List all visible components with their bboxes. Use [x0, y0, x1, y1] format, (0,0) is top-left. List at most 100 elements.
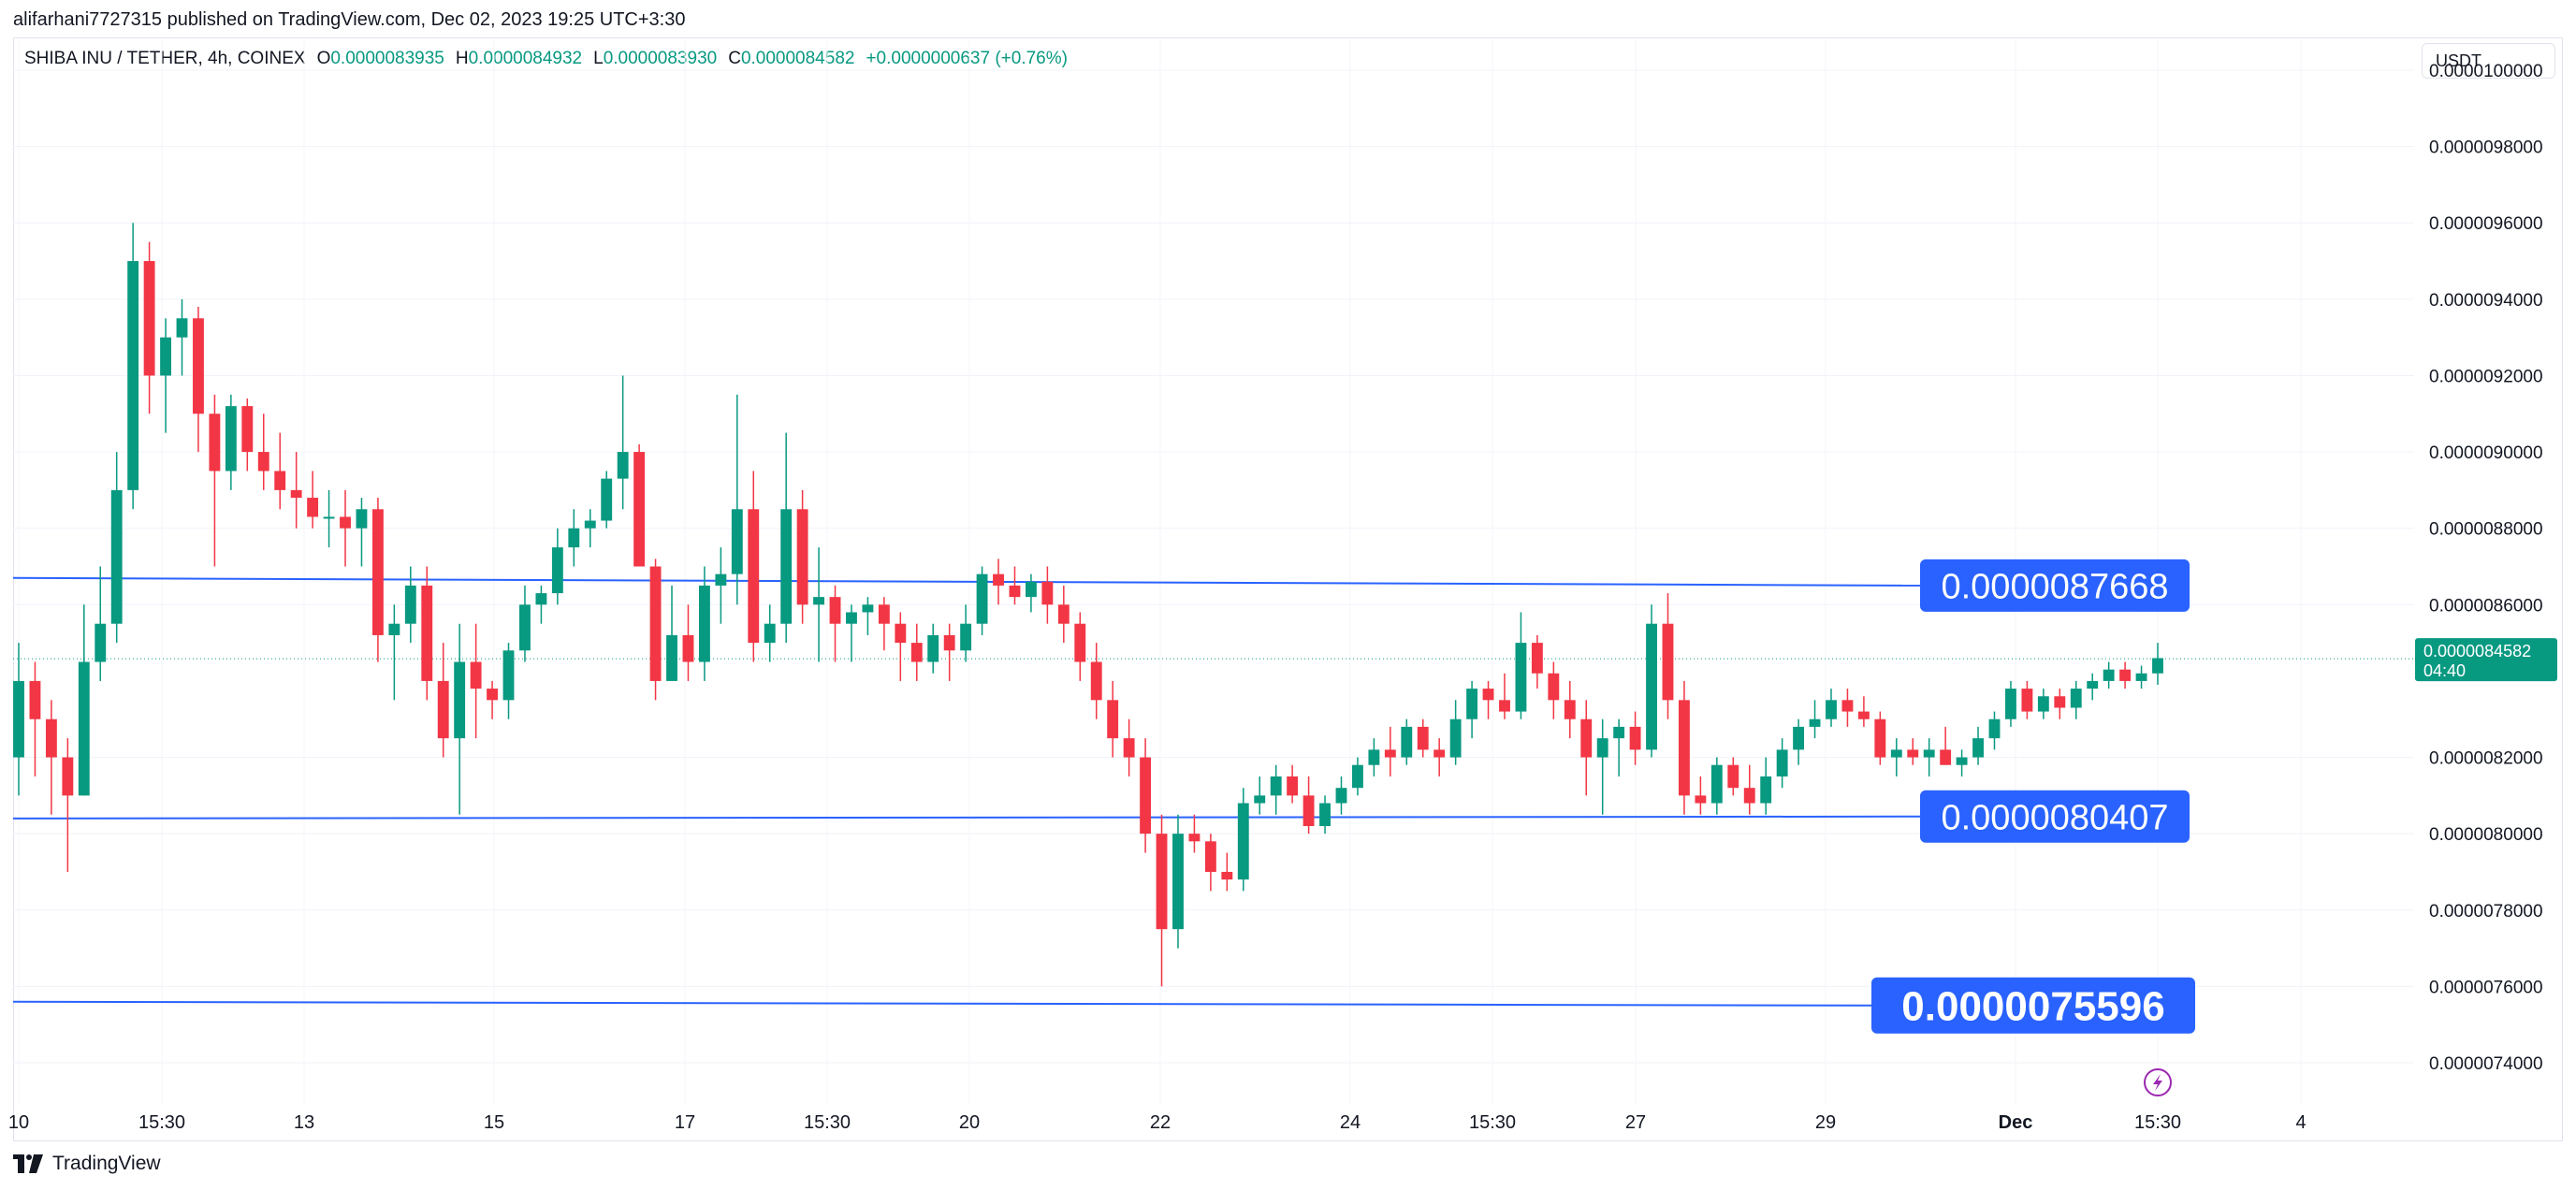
candle — [1874, 711, 1886, 765]
x-tick-label: 20 — [959, 1112, 980, 1133]
candle-body — [764, 623, 776, 644]
candle-body — [1434, 749, 1446, 758]
high-key: H — [455, 49, 469, 68]
candle — [1679, 680, 1690, 815]
candle-body — [1629, 726, 1641, 750]
x-tick-label: 29 — [1815, 1112, 1836, 1133]
candle-body — [1679, 700, 1690, 796]
symbol-label[interactable]: SHIBA INU / TETHER, 4h, COINEX — [24, 49, 306, 68]
candles — [13, 223, 2163, 987]
candle — [1857, 696, 1870, 727]
candle-body — [731, 509, 743, 574]
candle — [1041, 566, 1054, 624]
candle — [45, 700, 57, 815]
candlestick-chart[interactable]: 0.0000100000 0.0000098000 0.0000096000 0.00… — [0, 0, 2576, 1153]
candle-body — [617, 452, 629, 479]
candle — [2005, 680, 2016, 727]
x-tick-label: 22 — [1150, 1112, 1171, 1133]
candle-body — [1760, 776, 1772, 804]
candle — [241, 398, 254, 472]
candle-body — [1335, 788, 1347, 804]
candle — [421, 566, 433, 701]
candle-body — [225, 406, 237, 472]
candle-body — [895, 623, 907, 644]
candle — [633, 443, 646, 567]
candle — [927, 623, 939, 674]
candle-body — [813, 597, 825, 605]
candle-body — [1580, 718, 1593, 758]
candle — [160, 318, 171, 433]
candle — [454, 623, 466, 815]
candle — [1613, 718, 1625, 776]
candle-body — [1482, 689, 1494, 701]
time-axis: 10 15:30 13 15 17 15:30 20 22 24 15:30 27 29 Dec 15:3… — [8, 1112, 2307, 1133]
candle-body — [62, 757, 74, 796]
candle-body — [666, 634, 677, 681]
candle — [1907, 738, 1919, 765]
candle-body — [356, 509, 368, 529]
y-tick-label: 0.0000098000 — [2429, 138, 2543, 158]
candle-body — [927, 634, 939, 662]
candle — [535, 585, 547, 624]
candle-body — [1548, 673, 1560, 701]
candle-body — [1613, 726, 1625, 739]
candle — [943, 623, 955, 681]
candle — [895, 612, 907, 681]
candle — [1287, 764, 1299, 804]
chart-frame — [13, 37, 2563, 1141]
candle-body — [748, 509, 760, 644]
candle — [2070, 680, 2082, 719]
candle — [1743, 764, 1755, 815]
candle-body — [1009, 585, 1021, 598]
candle-body — [1907, 749, 1919, 758]
candle — [1417, 718, 1429, 758]
candle-body — [1303, 795, 1315, 826]
candle — [1434, 738, 1446, 776]
y-tick-label: 0.0000076000 — [2429, 978, 2543, 997]
candle — [1776, 738, 1788, 789]
candle-body — [1401, 726, 1413, 758]
open-value: 0.0000083935 — [330, 49, 444, 68]
y-tick-label: 0.0000074000 — [2429, 1054, 2543, 1074]
candle-body — [1874, 718, 1886, 758]
candle-body — [143, 261, 155, 376]
candle-body — [1090, 661, 1102, 701]
tradingview-logo-icon — [13, 1154, 43, 1173]
candle-body — [1743, 788, 1755, 804]
candle-body — [487, 689, 498, 701]
candle — [1254, 776, 1266, 815]
candle — [829, 585, 841, 662]
candle-body — [1319, 803, 1331, 826]
candle-body — [1140, 757, 1152, 834]
candle-body — [960, 623, 972, 651]
candle — [698, 566, 710, 681]
footer-brand: TradingView — [13, 1153, 161, 1175]
candle — [1841, 689, 1854, 727]
candle — [1140, 738, 1152, 853]
candle — [1646, 604, 1657, 758]
level-label-text: 0.0000087668 — [1941, 568, 2168, 607]
candle — [1107, 680, 1119, 758]
candle-body — [1596, 738, 1608, 758]
y-tick-label: 0.0000086000 — [2429, 596, 2543, 616]
x-tick-label: 15 — [484, 1112, 504, 1133]
candle-body — [454, 661, 466, 739]
candle — [1548, 661, 1560, 719]
candle-body — [1972, 738, 1984, 758]
candle-body — [1564, 700, 1576, 719]
candle-body — [421, 585, 433, 681]
candle — [1499, 673, 1510, 719]
candle-body — [2119, 669, 2132, 681]
candle-body — [910, 643, 923, 662]
candle — [1384, 726, 1396, 776]
candle-body — [1940, 749, 1952, 765]
grid — [13, 39, 2414, 1104]
candle-body — [29, 680, 41, 719]
candle-body — [2005, 689, 2016, 719]
currency-selector[interactable]: USDT — [2422, 43, 2555, 79]
flash-icon[interactable] — [2144, 1068, 2172, 1096]
candle-body — [568, 528, 580, 548]
candle-body — [1254, 795, 1266, 804]
candle-body — [1923, 749, 1935, 758]
level-label-box — [1871, 977, 2195, 1034]
